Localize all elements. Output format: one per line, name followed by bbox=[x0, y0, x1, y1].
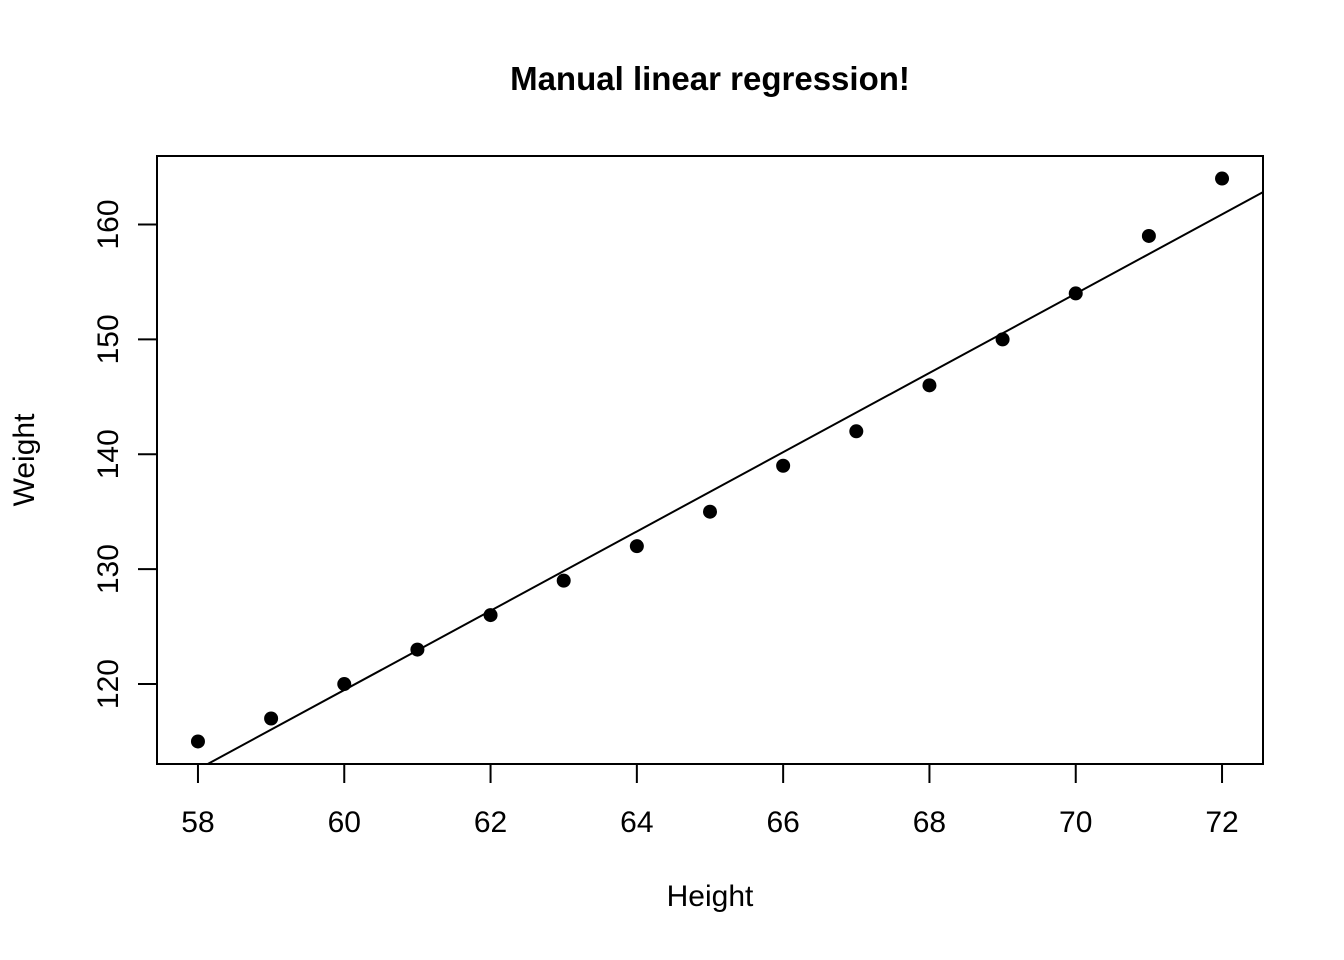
x-tick-label: 66 bbox=[766, 806, 799, 839]
y-tick-label: 150 bbox=[92, 314, 125, 364]
data-point bbox=[1068, 286, 1083, 301]
plot-box bbox=[156, 155, 1264, 765]
data-point bbox=[190, 734, 205, 749]
data-point bbox=[410, 642, 425, 657]
data-point bbox=[995, 332, 1010, 347]
data-point bbox=[629, 539, 644, 554]
data-point bbox=[849, 424, 864, 439]
data-point bbox=[1141, 228, 1156, 243]
x-axis-ticks: 58 60 62 64 66 68 70 72 bbox=[181, 764, 1239, 839]
data-point bbox=[703, 504, 717, 519]
y-tick-label: 140 bbox=[92, 429, 125, 479]
data-point bbox=[776, 458, 791, 473]
y-tick-label: 160 bbox=[92, 199, 125, 249]
x-axis-label: Height bbox=[667, 880, 754, 913]
data-point bbox=[264, 711, 279, 726]
y-axis-ticks: 120 130 140 150 160 bbox=[92, 199, 157, 709]
data-point bbox=[556, 573, 571, 588]
x-tick-label: 62 bbox=[474, 806, 507, 839]
x-tick-label: 72 bbox=[1205, 806, 1238, 839]
data-point bbox=[483, 608, 498, 623]
chart-title: Manual linear regression! bbox=[510, 60, 910, 97]
x-tick-label: 64 bbox=[620, 806, 653, 839]
x-tick-label: 70 bbox=[1059, 806, 1092, 839]
y-axis-label: Weight bbox=[8, 413, 41, 506]
data-point bbox=[922, 378, 937, 393]
x-tick-label: 60 bbox=[328, 806, 361, 839]
scatter-points bbox=[190, 171, 1230, 749]
y-tick-label: 130 bbox=[92, 544, 125, 594]
data-point bbox=[337, 677, 352, 692]
regression-line bbox=[207, 191, 1264, 765]
data-point bbox=[1215, 171, 1230, 186]
y-tick-label: 120 bbox=[92, 659, 125, 709]
x-tick-label: 68 bbox=[913, 806, 946, 839]
x-tick-label: 58 bbox=[181, 806, 214, 839]
